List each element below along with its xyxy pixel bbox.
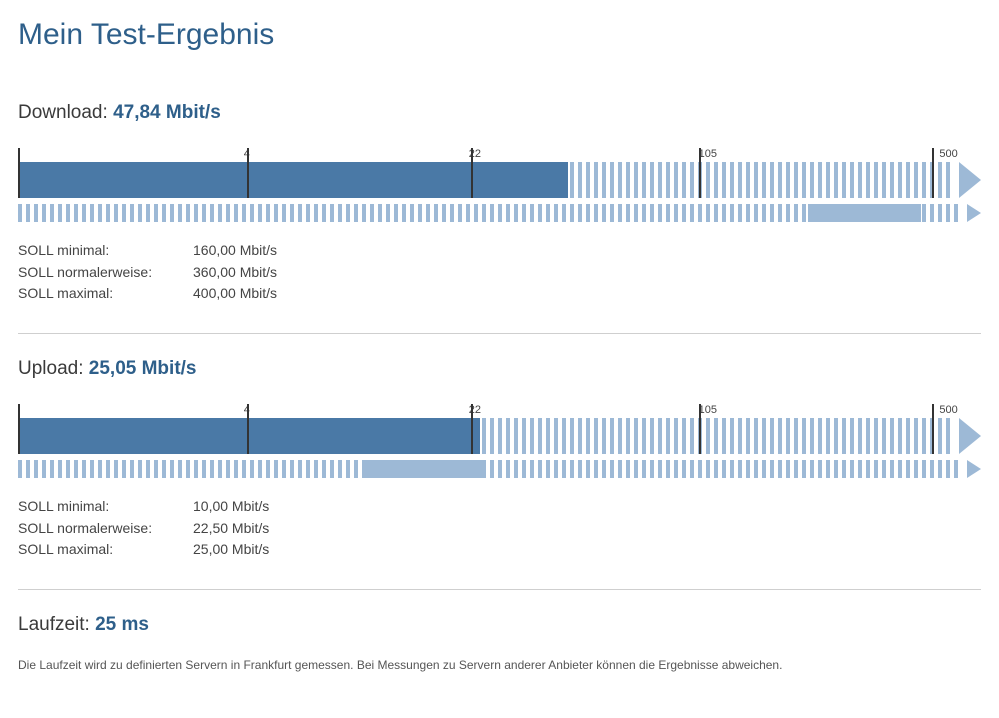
runtime-heading: Laufzeit: 25 ms — [18, 614, 981, 636]
soll-value: 160,00 Mbit/s — [193, 240, 277, 262]
upload-ticks-top: 4 22 105 500 — [18, 402, 981, 418]
scale-tick-label: 105 — [699, 148, 721, 160]
soll-value: 25,00 Mbit/s — [193, 539, 269, 561]
scale-tick-label: 4 — [244, 404, 254, 416]
soll-label: SOLL maximal: — [18, 539, 193, 561]
upload-ref-bar-row — [18, 460, 981, 478]
divider — [18, 333, 981, 334]
upload-section: Upload: 25,05 Mbit/s 4 22 105 500 SOLL mini… — [18, 358, 981, 561]
runtime-section: Laufzeit: 25 ms Die Laufzeit wird zu def… — [18, 614, 981, 672]
soll-label: SOLL normalerweise: — [18, 518, 193, 540]
soll-value: 360,00 Mbit/s — [193, 262, 277, 284]
upload-heading: Upload: 25,05 Mbit/s — [18, 358, 981, 380]
soll-value: 10,00 Mbit/s — [193, 496, 269, 518]
scale-tick-label: 4 — [244, 148, 254, 160]
arrow-right-icon — [959, 162, 981, 198]
soll-row: SOLL maximal:25,00 Mbit/s — [18, 539, 981, 561]
scale-tick-label: 22 — [469, 148, 485, 160]
upload-main-bar — [18, 418, 951, 454]
download-label: Download: — [18, 102, 108, 123]
upload-value: 25,05 Mbit/s — [89, 358, 197, 379]
soll-row: SOLL maximal:400,00 Mbit/s — [18, 283, 981, 305]
download-bars: 4 22 105 500 — [18, 146, 981, 222]
arrow-right-icon — [967, 460, 981, 478]
runtime-note: Die Laufzeit wird zu definierten Servern… — [18, 658, 981, 672]
upload-ref-bar — [18, 460, 959, 478]
soll-label: SOLL minimal: — [18, 240, 193, 262]
runtime-label: Laufzeit: — [18, 614, 90, 635]
scale-tick-label: 105 — [699, 404, 721, 416]
download-main-bar — [18, 162, 951, 198]
scale-tick-label: 500 — [939, 148, 961, 160]
download-ref-bar — [18, 204, 959, 222]
upload-main-bar-row — [18, 418, 981, 454]
scale-tick-label: 22 — [469, 404, 485, 416]
soll-row: SOLL minimal:10,00 Mbit/s — [18, 496, 981, 518]
runtime-value: 25 ms — [95, 614, 149, 635]
divider — [18, 589, 981, 590]
soll-value: 400,00 Mbit/s — [193, 283, 277, 305]
download-heading: Download: 47,84 Mbit/s — [18, 102, 981, 124]
soll-row: SOLL normalerweise:360,00 Mbit/s — [18, 262, 981, 284]
soll-row: SOLL normalerweise:22,50 Mbit/s — [18, 518, 981, 540]
page-title: Mein Test-Ergebnis — [18, 18, 981, 52]
arrow-right-icon — [959, 418, 981, 454]
upload-label: Upload: — [18, 358, 84, 379]
download-section: Download: 47,84 Mbit/s 4 22 105 500 SOLL mi… — [18, 102, 981, 305]
download-soll-table: SOLL minimal:160,00 Mbit/sSOLL normalerw… — [18, 240, 981, 305]
scale-tick-label: 500 — [939, 404, 961, 416]
soll-label: SOLL minimal: — [18, 496, 193, 518]
download-ticks-top: 4 22 105 500 — [18, 146, 981, 162]
soll-row: SOLL minimal:160,00 Mbit/s — [18, 240, 981, 262]
arrow-right-icon — [967, 204, 981, 222]
soll-label: SOLL maximal: — [18, 283, 193, 305]
download-ref-bar-row — [18, 204, 981, 222]
upload-bars: 4 22 105 500 — [18, 402, 981, 478]
upload-soll-table: SOLL minimal:10,00 Mbit/sSOLL normalerwe… — [18, 496, 981, 561]
soll-value: 22,50 Mbit/s — [193, 518, 269, 540]
download-main-bar-row — [18, 162, 981, 198]
download-value: 47,84 Mbit/s — [113, 102, 221, 123]
soll-label: SOLL normalerweise: — [18, 262, 193, 284]
